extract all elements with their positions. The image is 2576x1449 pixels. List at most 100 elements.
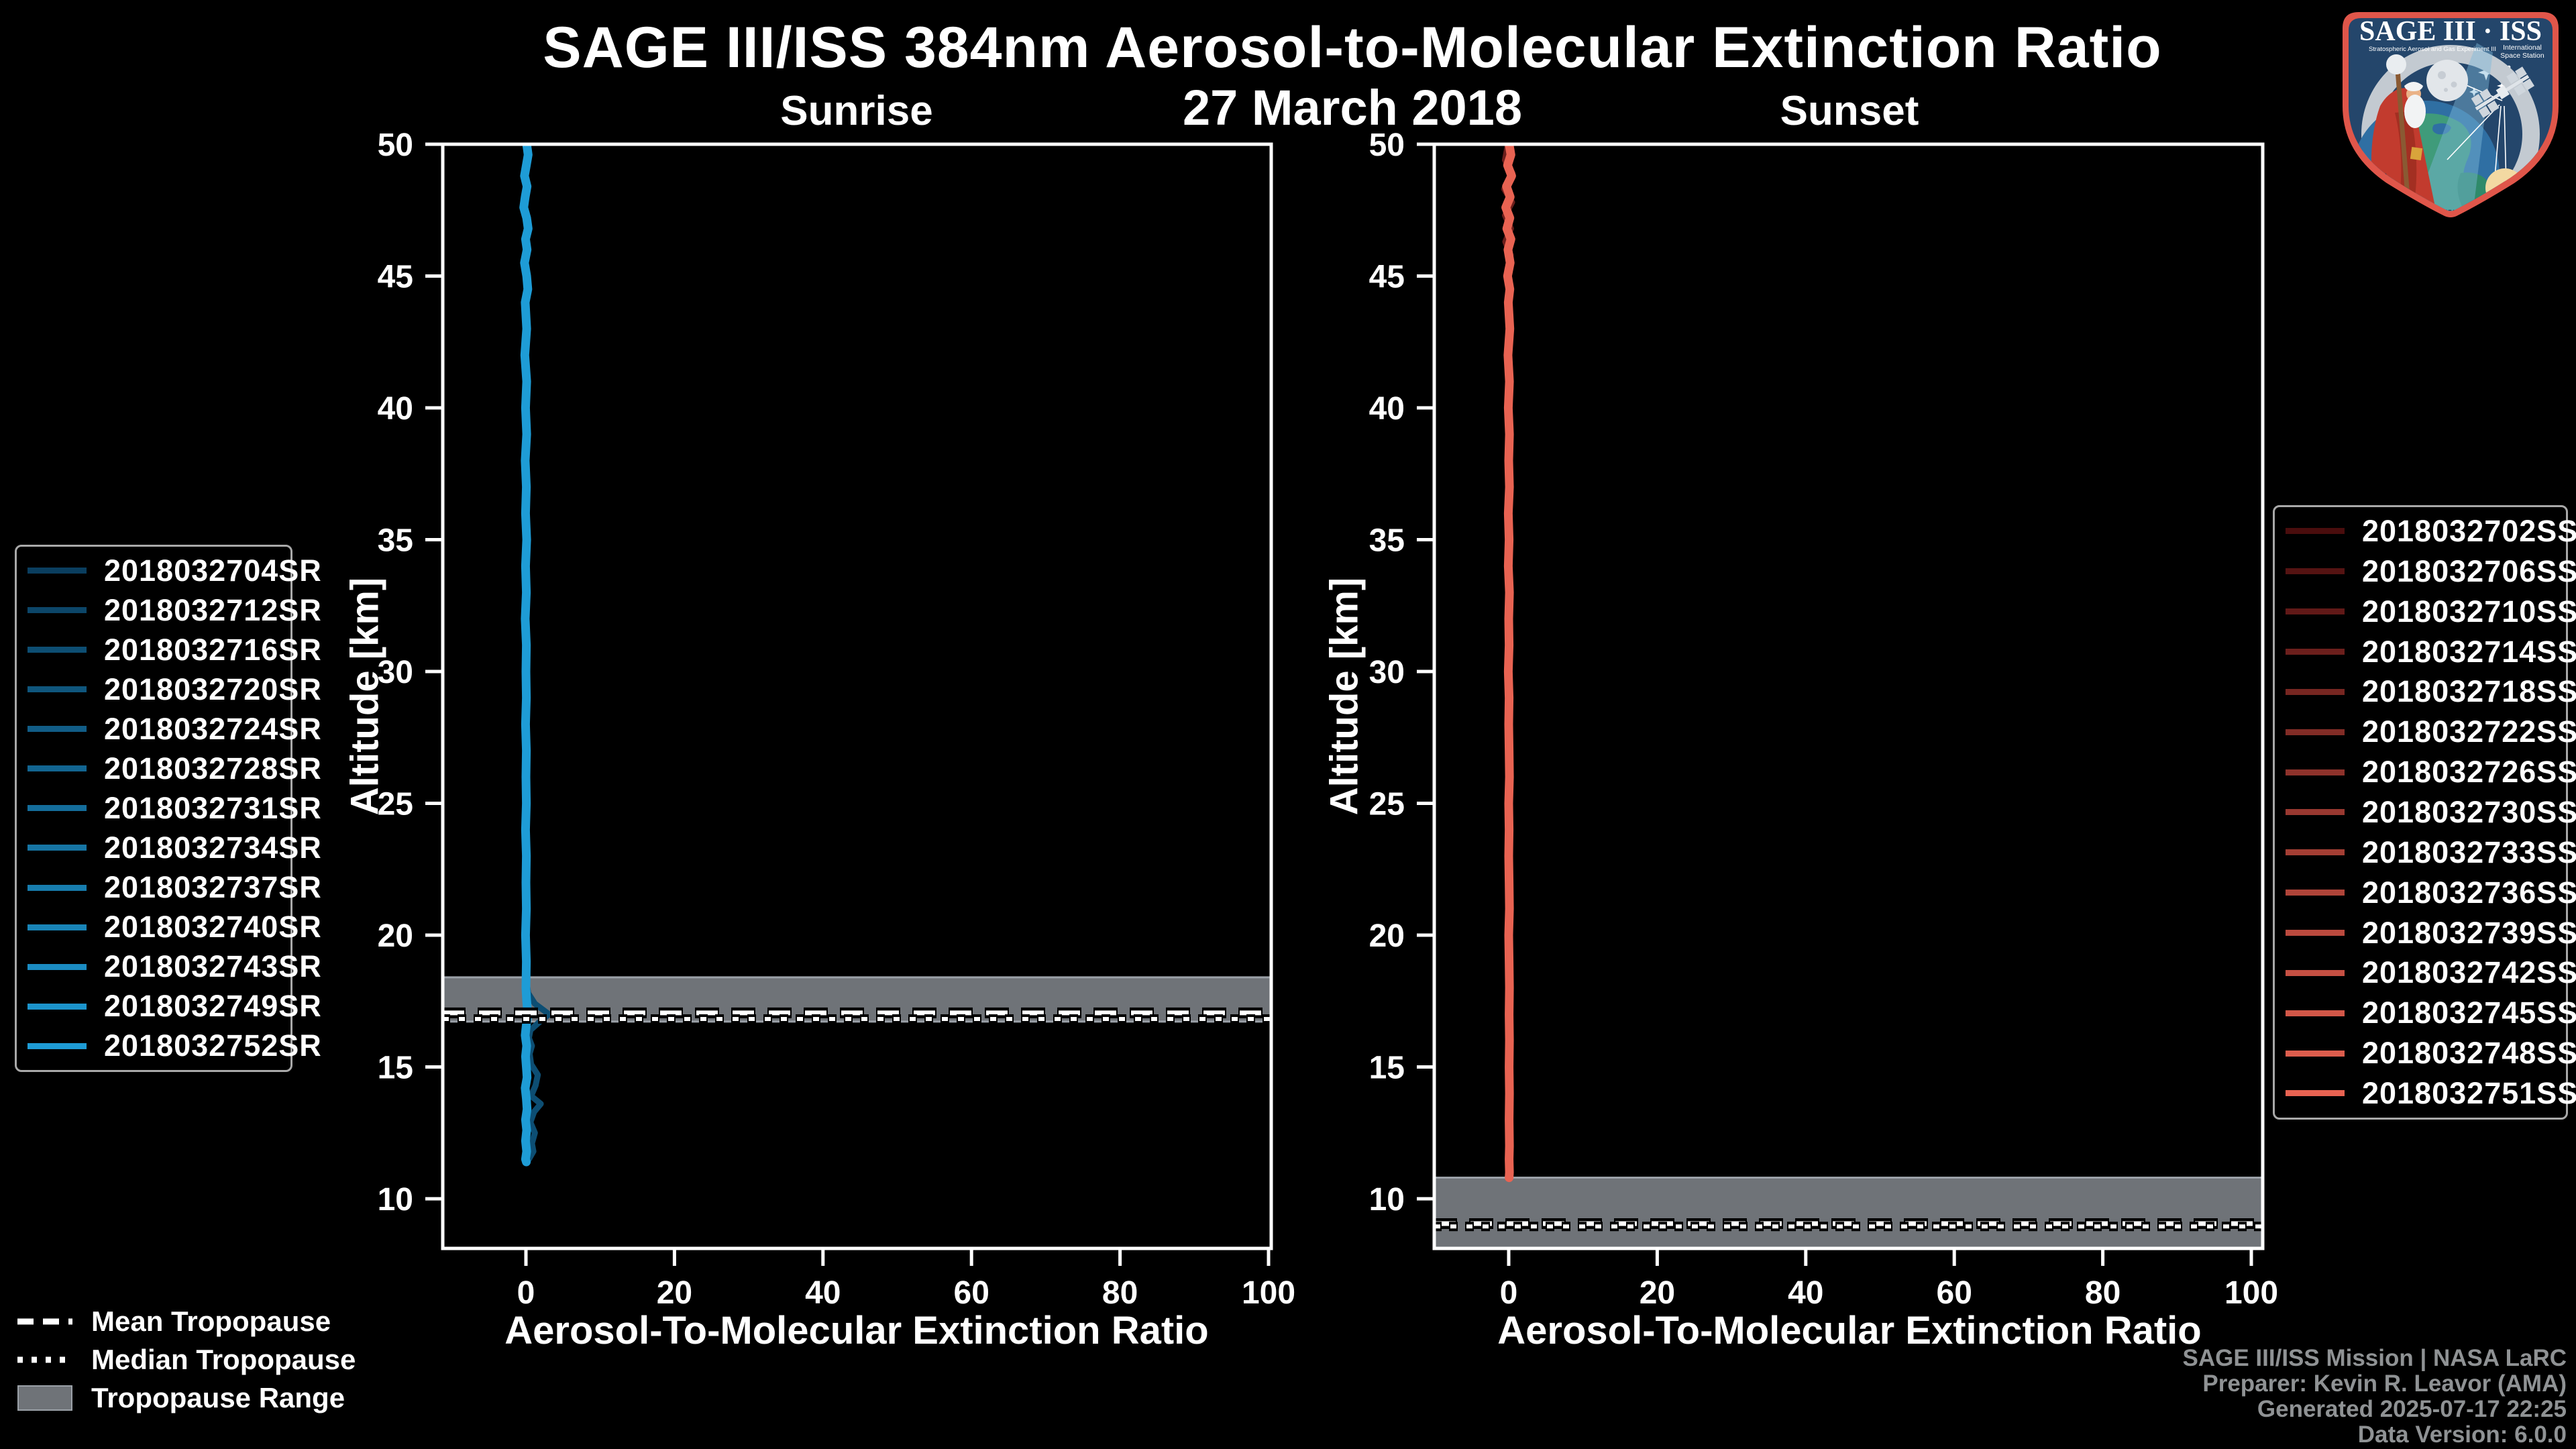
sunset-x-tick-label: 40 <box>1788 1275 1823 1311</box>
legend-line-swatch <box>28 726 87 733</box>
legend-item: 2018032704SR <box>17 553 321 588</box>
patch-title: SAGE III · ISS <box>2359 16 2542 47</box>
legend-event-label: 2018032731SR <box>104 790 322 825</box>
legend-event-label: 2018032702SS <box>2362 513 2576 548</box>
legend-item: 2018032710SS <box>2275 594 2576 629</box>
legend-item: 2018032749SR <box>17 989 321 1024</box>
legend-event-label: 2018032718SS <box>2362 674 2576 709</box>
legend-event-label: 2018032740SR <box>104 910 322 945</box>
sunset-x-tick-label: 60 <box>1937 1275 1972 1311</box>
tropopause-range-swatch-icon <box>17 1385 72 1411</box>
legend-event-label: 2018032704SR <box>104 553 322 588</box>
tropopause-legend: Mean Tropopause Median Tropopause Tropop… <box>17 1305 356 1413</box>
mean-tropopause-legend-item: Mean Tropopause <box>17 1305 356 1337</box>
legend-line-swatch <box>2286 608 2345 615</box>
sunset-panel-title: Sunset <box>1780 88 1919 134</box>
legend-item: 2018032751SS <box>2275 1076 2576 1111</box>
legend-item: 2018032726SS <box>2275 755 2576 790</box>
sunset-x-tick-label: 80 <box>2085 1275 2121 1311</box>
legend-line-swatch <box>28 765 87 772</box>
sunrise-y-tick-label: 35 <box>378 523 413 559</box>
sage-iii-iss-mission-patch: BALL · NASA LANGLEY RESEARCH CENTER · TA… <box>2343 12 2559 217</box>
moon-icon <box>2426 60 2468 101</box>
legend-line-swatch <box>28 805 87 812</box>
sunset-axes-box <box>1432 142 2265 1250</box>
legend-item: 2018032702SS <box>2275 514 2576 549</box>
sunrise-y-tick-label: 30 <box>378 655 413 690</box>
legend-line-swatch <box>2286 969 2345 976</box>
sunrise-panel-title: Sunrise <box>780 88 933 134</box>
moon-craters <box>2438 71 2457 92</box>
sunset-y-tick-label: 15 <box>1369 1051 1405 1086</box>
legend-event-label: 2018032722SS <box>2362 714 2576 749</box>
legend-event-label: 2018032724SR <box>104 711 322 746</box>
legend-line-swatch <box>2286 930 2345 936</box>
legend-line-swatch <box>28 686 87 693</box>
sunset-x-tick-label: 0 <box>1500 1275 1518 1311</box>
sunrise-y-tick-label: 45 <box>378 260 413 295</box>
sunrise-y-tick-label: 20 <box>378 918 413 954</box>
legend-event-label: 2018032739SS <box>2362 915 2576 950</box>
sunset-x-axis-label: Aerosol-To-Molecular Extinction Ratio <box>1497 1309 2202 1352</box>
credit-generated: Generated 2025-07-17 22:25 <box>2257 1396 2567 1422</box>
tropopause-range-legend-item: Tropopause Range <box>17 1382 356 1413</box>
legend-line-swatch <box>2286 649 2345 655</box>
legend-line-swatch <box>28 607 87 614</box>
legend-event-label: 2018032743SR <box>104 949 322 984</box>
legend-line-swatch <box>2286 568 2345 575</box>
legend-item: 2018032722SS <box>2275 714 2576 749</box>
sunset-y-tick-label: 20 <box>1369 918 1405 954</box>
sunrise-x-tick-label: 0 <box>517 1275 535 1311</box>
legend-item: 2018032716SR <box>17 633 321 667</box>
legend-item: 2018032731SR <box>17 791 321 826</box>
legend-line-swatch <box>28 647 87 653</box>
sunset-tropopause-range-band <box>1434 1177 2263 1248</box>
credit-mission: SAGE III/ISS Mission | NASA LaRC <box>2182 1345 2567 1371</box>
patch-subtitle-right-2: Space Station <box>2500 52 2544 60</box>
sunset-y-axis-label: Altitude [km] <box>1322 577 1366 816</box>
legend-line-swatch <box>28 884 87 891</box>
legend-event-label: 2018032742SS <box>2362 955 2576 990</box>
legend-line-swatch <box>2286 1090 2345 1097</box>
legend-item: 2018032720SR <box>17 672 321 707</box>
sunrise-x-axis-label: Aerosol-To-Molecular Extinction Ratio <box>504 1309 1209 1352</box>
legend-event-label: 2018032751SS <box>2362 1075 2576 1110</box>
legend-event-label: 2018032706SS <box>2362 553 2576 588</box>
legend-event-label: 2018032752SR <box>104 1028 322 1063</box>
legend-event-label: 2018032716SR <box>104 632 322 667</box>
sunset-y-tick-label: 40 <box>1369 391 1405 427</box>
legend-line-swatch <box>2286 1050 2345 1057</box>
sunrise-y-axis-label: Altitude [km] <box>343 577 387 816</box>
legend-item: 2018032752SR <box>17 1028 321 1063</box>
legend-item: 2018032745SS <box>2275 996 2576 1030</box>
mean-tropopause-label: Mean Tropopause <box>91 1305 331 1337</box>
legend-line-swatch <box>2286 688 2345 695</box>
sunset-x-tick-label: 100 <box>2224 1275 2278 1311</box>
sunrise-y-tick-label: 15 <box>378 1051 413 1086</box>
median-tropopause-label: Median Tropopause <box>91 1344 356 1375</box>
legend-item: 2018032724SR <box>17 712 321 747</box>
solar-beam <box>2415 43 2493 211</box>
sunrise-x-tick-label: 40 <box>805 1275 841 1311</box>
sunset-events-legend: 2018032702SS 2018032706SS 2018032710SS 2018… <box>2273 505 2576 1120</box>
legend-event-label: 2018032710SS <box>2362 594 2576 629</box>
legend-event-label: 2018032736SS <box>2362 875 2576 910</box>
median-tropopause-legend-item: Median Tropopause <box>17 1344 356 1375</box>
legend-line-swatch <box>2286 849 2345 856</box>
legend-event-label: 2018032720SR <box>104 672 322 706</box>
legend-line-swatch <box>2286 1010 2345 1016</box>
legend-event-label: 2018032734SR <box>104 830 322 865</box>
sunset-y-tick-label: 35 <box>1369 523 1405 559</box>
legend-line-swatch <box>28 963 87 970</box>
sunset-plot-area: 10 15 20 25 30 35 40 45 50 0 20 40 60 80 100 <box>1369 127 2278 1311</box>
sunrise-x-tick-label: 60 <box>954 1275 989 1311</box>
legend-line-swatch <box>2286 729 2345 735</box>
legend-item: 2018032736SS <box>2275 875 2576 910</box>
legend-item: 2018032712SR <box>17 593 321 628</box>
legend-line-swatch <box>28 924 87 930</box>
legend-item: 2018032730SS <box>2275 795 2576 830</box>
sunrise-events-legend: 2018032704SR 2018032712SR 2018032716SR 2018… <box>15 545 321 1072</box>
patch-subtitle-right-1: International <box>2503 44 2542 52</box>
legend-event-label: 2018032714SS <box>2362 634 2576 669</box>
